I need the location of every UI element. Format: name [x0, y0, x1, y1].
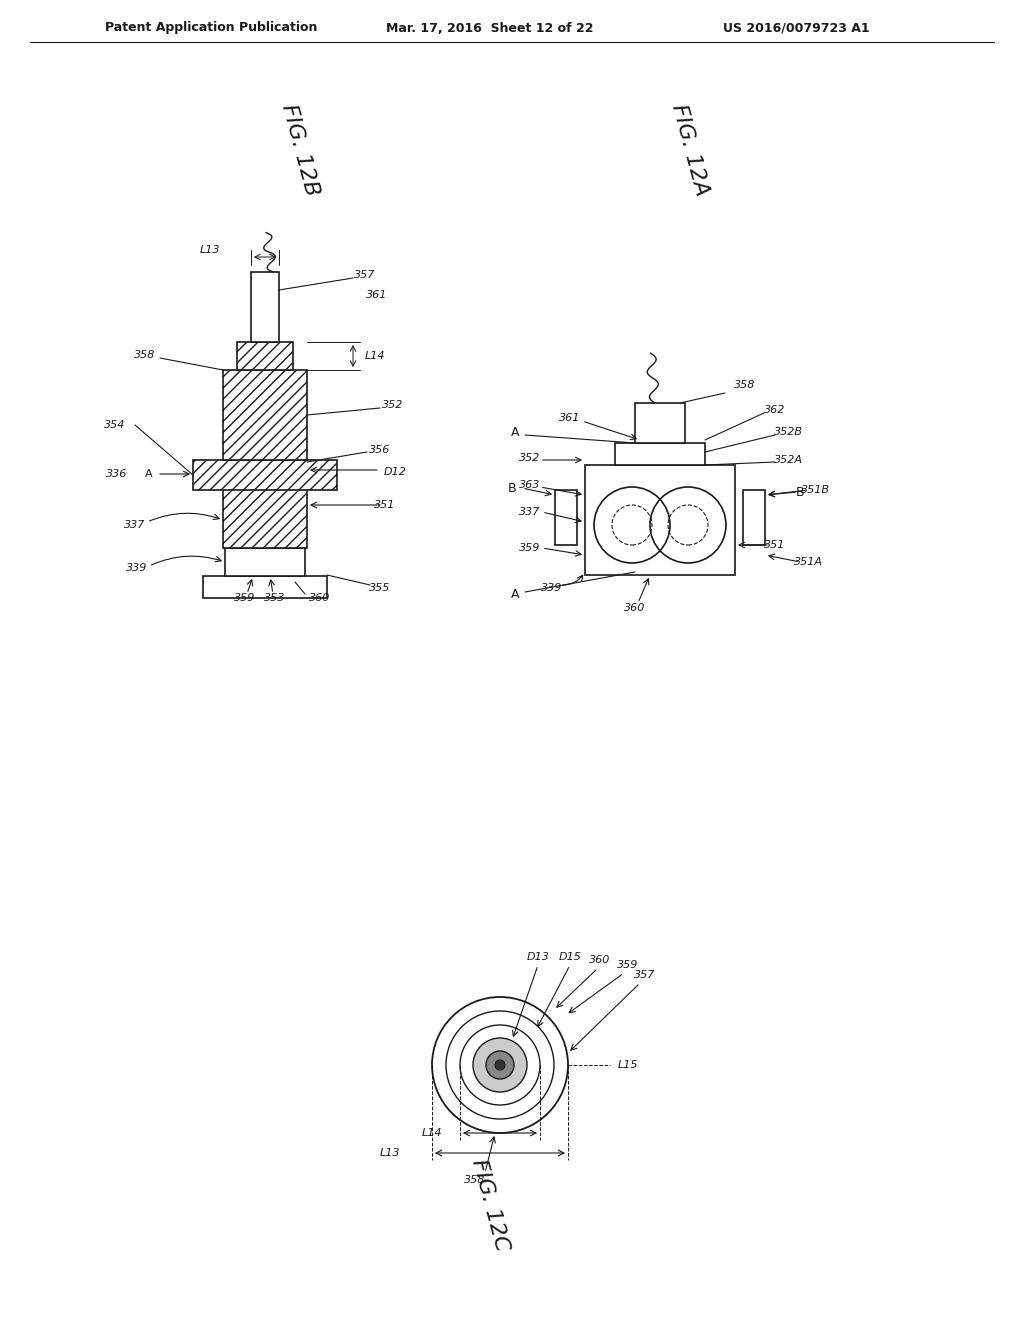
Bar — [225, 548, 305, 576]
Text: D13: D13 — [526, 952, 550, 962]
Text: L13: L13 — [200, 246, 220, 255]
Text: B: B — [796, 486, 804, 499]
Text: 352: 352 — [382, 400, 403, 411]
Text: 357: 357 — [354, 271, 376, 280]
Bar — [251, 272, 279, 342]
Text: D15: D15 — [558, 952, 582, 962]
Text: L15: L15 — [618, 1060, 639, 1071]
Bar — [223, 483, 307, 548]
Text: 337: 337 — [519, 507, 541, 517]
Bar — [555, 490, 577, 545]
Text: 356: 356 — [370, 445, 391, 455]
Text: 351A: 351A — [794, 557, 822, 568]
Text: 336: 336 — [106, 469, 128, 479]
Bar — [223, 370, 307, 459]
Text: 339: 339 — [126, 564, 147, 573]
Text: 363: 363 — [519, 480, 541, 490]
Text: 360: 360 — [590, 954, 610, 965]
Text: 357: 357 — [634, 970, 655, 979]
Text: 351: 351 — [375, 500, 395, 510]
Text: 351: 351 — [764, 540, 785, 550]
Text: 360: 360 — [625, 603, 646, 612]
Text: A: A — [511, 589, 519, 602]
Text: 339: 339 — [542, 583, 562, 593]
Text: 361: 361 — [367, 290, 388, 300]
Text: 354: 354 — [104, 420, 126, 430]
Text: 359: 359 — [617, 960, 639, 970]
Text: 352A: 352A — [773, 455, 803, 465]
Text: 362: 362 — [764, 405, 785, 414]
Text: FIG. 12A: FIG. 12A — [668, 102, 712, 198]
Text: FIG. 12C: FIG. 12C — [468, 1156, 512, 1253]
Bar — [193, 459, 337, 490]
Text: Patent Application Publication: Patent Application Publication — [105, 21, 317, 34]
Circle shape — [495, 1060, 505, 1071]
Text: L14: L14 — [365, 351, 385, 360]
Circle shape — [473, 1038, 527, 1092]
Text: 359: 359 — [234, 593, 256, 603]
Bar — [615, 444, 705, 465]
Text: 358: 358 — [464, 1175, 485, 1185]
Text: 358: 358 — [734, 380, 756, 389]
Bar — [237, 342, 293, 370]
Text: 358: 358 — [134, 350, 156, 360]
Text: 352B: 352B — [773, 426, 803, 437]
Text: L14: L14 — [422, 1129, 442, 1138]
Text: B: B — [508, 482, 516, 495]
Text: 355: 355 — [370, 583, 391, 593]
Text: Mar. 17, 2016  Sheet 12 of 22: Mar. 17, 2016 Sheet 12 of 22 — [386, 21, 594, 34]
Text: 351B: 351B — [801, 484, 829, 495]
Text: L13: L13 — [380, 1148, 400, 1158]
Text: 353: 353 — [264, 593, 286, 603]
Text: A: A — [145, 469, 153, 479]
Text: US 2016/0079723 A1: US 2016/0079723 A1 — [723, 21, 870, 34]
Bar — [635, 403, 685, 444]
Circle shape — [486, 1051, 514, 1078]
Bar — [203, 576, 327, 598]
Text: 352: 352 — [519, 453, 541, 463]
Text: 337: 337 — [124, 520, 145, 531]
Text: FIG. 12B: FIG. 12B — [279, 102, 322, 198]
Text: D12: D12 — [384, 467, 407, 477]
Text: 359: 359 — [519, 543, 541, 553]
Bar — [743, 490, 765, 545]
Text: 361: 361 — [559, 413, 581, 422]
Bar — [585, 465, 735, 576]
Text: 360: 360 — [309, 593, 331, 603]
Text: A: A — [511, 425, 519, 438]
